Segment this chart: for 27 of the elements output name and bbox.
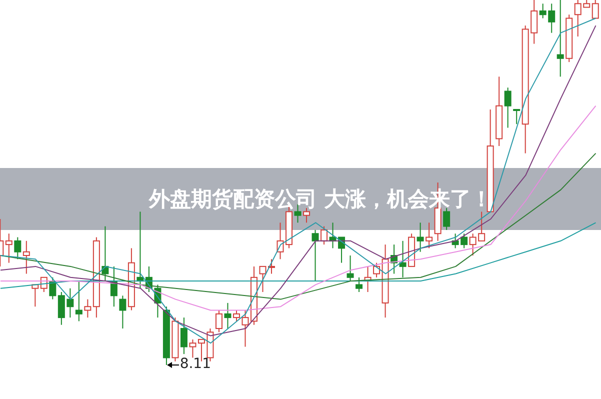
- candlestick: [443, 208, 450, 230]
- candlestick: [242, 310, 249, 348]
- candlestick: [356, 276, 363, 292]
- candlestick: [232, 310, 240, 322]
- candlestick: [268, 258, 275, 274]
- candlestick: [346, 255, 354, 282]
- candlestick: [513, 109, 520, 125]
- candlestick: [312, 229, 319, 282]
- candlestick: [84, 298, 92, 318]
- candlestick: [180, 317, 188, 355]
- candlestick: [14, 236, 22, 260]
- candlestick: [189, 338, 196, 358]
- candlestick: [556, 0, 564, 78]
- candlestick: [399, 240, 406, 278]
- candlestick: [416, 222, 424, 252]
- annotation: 8.11: [180, 356, 211, 372]
- candlestick: [504, 87, 512, 128]
- candlestick: [119, 295, 126, 329]
- candlestick: [22, 240, 30, 274]
- candlestick: [373, 262, 380, 278]
- candlestick: [426, 222, 433, 249]
- candlestick: [5, 233, 12, 264]
- candlestick: [215, 310, 222, 333]
- candlestick: [75, 280, 82, 322]
- candlestick: [224, 302, 232, 329]
- candlestick: [303, 208, 310, 224]
- candlestick: [259, 266, 266, 292]
